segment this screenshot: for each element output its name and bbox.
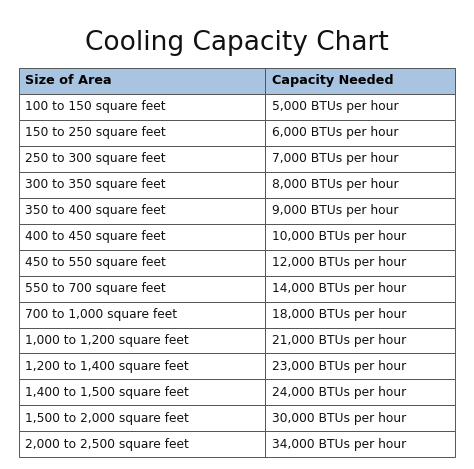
Bar [19,68,265,94]
Bar [19,327,265,354]
Bar [19,198,265,224]
Text: Cooling Capacity Chart: Cooling Capacity Chart [85,30,389,56]
Text: 100 to 150 square feet: 100 to 150 square feet [25,100,166,113]
Bar [265,172,455,198]
Bar [265,146,455,172]
Bar [19,431,265,457]
Bar [19,120,265,146]
Text: 8,000 BTUs per hour: 8,000 BTUs per hour [272,178,398,191]
Bar [19,172,265,198]
Bar [265,405,455,431]
Text: 30,000 BTUs per hour: 30,000 BTUs per hour [272,412,406,425]
Bar [19,224,265,250]
Bar [19,302,265,327]
Text: 18,000 BTUs per hour: 18,000 BTUs per hour [272,308,406,321]
Text: 350 to 400 square feet: 350 to 400 square feet [25,204,166,217]
Text: 12,000 BTUs per hour: 12,000 BTUs per hour [272,256,406,269]
Text: 1,200 to 1,400 square feet: 1,200 to 1,400 square feet [25,360,189,373]
Text: 24,000 BTUs per hour: 24,000 BTUs per hour [272,386,406,399]
Text: Size of Area: Size of Area [25,75,112,88]
Bar [19,146,265,172]
Bar [19,405,265,431]
Bar [265,250,455,276]
Bar [265,224,455,250]
Text: 7,000 BTUs per hour: 7,000 BTUs per hour [272,152,398,166]
Bar [265,379,455,405]
Text: 300 to 350 square feet: 300 to 350 square feet [25,178,166,191]
Text: 34,000 BTUs per hour: 34,000 BTUs per hour [272,438,406,451]
Text: 14,000 BTUs per hour: 14,000 BTUs per hour [272,282,406,295]
Bar [265,431,455,457]
Text: 1,400 to 1,500 square feet: 1,400 to 1,500 square feet [25,386,189,399]
Text: 700 to 1,000 square feet: 700 to 1,000 square feet [25,308,177,321]
Text: 400 to 450 square feet: 400 to 450 square feet [25,230,166,243]
Text: Capacity Needed: Capacity Needed [272,75,393,88]
Bar [19,379,265,405]
Text: 1,000 to 1,200 square feet: 1,000 to 1,200 square feet [25,334,189,347]
Bar [19,354,265,379]
Text: 550 to 700 square feet: 550 to 700 square feet [25,282,166,295]
Bar [19,94,265,120]
Text: 23,000 BTUs per hour: 23,000 BTUs per hour [272,360,406,373]
Bar [265,94,455,120]
Bar [265,68,455,94]
Text: 5,000 BTUs per hour: 5,000 BTUs per hour [272,100,398,113]
Bar [19,276,265,302]
Bar [265,120,455,146]
Text: 150 to 250 square feet: 150 to 250 square feet [25,126,166,139]
Bar [265,327,455,354]
Text: 1,500 to 2,000 square feet: 1,500 to 2,000 square feet [25,412,189,425]
Bar [265,302,455,327]
Text: 250 to 300 square feet: 250 to 300 square feet [25,152,166,166]
Bar [19,250,265,276]
Text: 9,000 BTUs per hour: 9,000 BTUs per hour [272,204,398,217]
Bar [265,276,455,302]
Text: 10,000 BTUs per hour: 10,000 BTUs per hour [272,230,406,243]
Text: 450 to 550 square feet: 450 to 550 square feet [25,256,166,269]
Text: 6,000 BTUs per hour: 6,000 BTUs per hour [272,126,398,139]
Text: 2,000 to 2,500 square feet: 2,000 to 2,500 square feet [25,438,189,451]
Text: 21,000 BTUs per hour: 21,000 BTUs per hour [272,334,406,347]
Bar [265,354,455,379]
Bar [265,198,455,224]
